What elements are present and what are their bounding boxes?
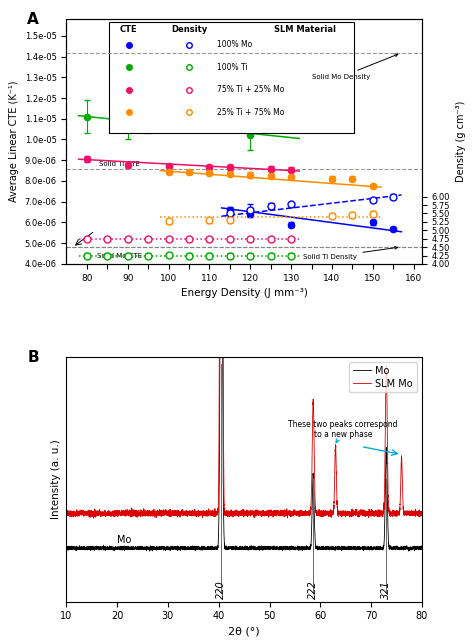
Text: 222: 222 [308,580,318,599]
Text: Solid Ti CTE: Solid Ti CTE [99,161,140,168]
SLM Mo [64,508,69,516]
SLM Mo [91,515,96,522]
Text: Solid Ti Density: Solid Ti Density [303,246,398,260]
Text: These two peaks correspond
to a new phase: These two peaks correspond to a new phas… [288,420,398,443]
Text: A: A [27,12,39,27]
Text: Density: Density [171,26,207,35]
SLM Mo [198,510,203,518]
SLM Mo [236,509,241,516]
Text: 75% Ti + 25% Mo: 75% Ti + 25% Mo [218,85,285,95]
FancyBboxPatch shape [109,22,354,133]
Text: 100% Mo: 100% Mo [218,40,253,49]
Mo [147,547,153,555]
Mo [205,545,210,553]
Mo [304,545,310,552]
Mo [236,545,241,552]
Mo [157,545,163,552]
SLM Mo [82,509,88,517]
Mo [82,545,88,553]
Text: 321: 321 [381,580,392,599]
X-axis label: 2θ (°): 2θ (°) [228,627,260,637]
Mo [219,77,224,84]
Mo [64,545,69,553]
Text: Mo: Mo [117,535,131,545]
Line: SLM Mo: SLM Mo [66,0,422,518]
X-axis label: Energy Density (J mm⁻³): Energy Density (J mm⁻³) [181,288,308,298]
SLM Mo [419,509,425,517]
SLM Mo [304,511,310,519]
Text: B: B [27,349,39,365]
Text: Solid Mo Density: Solid Mo Density [311,54,398,80]
Text: Solid Mo CTE: Solid Mo CTE [97,253,142,259]
Text: 220: 220 [216,580,226,599]
Line: Mo: Mo [66,81,422,551]
Text: 100% Ti: 100% Ti [218,63,248,72]
Y-axis label: Intensity (a. u.): Intensity (a. u.) [51,440,61,519]
Mo [419,545,425,553]
Text: CTE: CTE [120,26,137,35]
SLM Mo [205,510,210,518]
Y-axis label: Average Linear CTE (K⁻¹): Average Linear CTE (K⁻¹) [9,81,19,202]
Y-axis label: Density (g cm⁻³): Density (g cm⁻³) [456,101,465,182]
Text: 25% Ti + 75% Mo: 25% Ti + 75% Mo [218,108,285,117]
SLM Mo [157,508,163,515]
Text: SLM Material: SLM Material [274,26,337,35]
Mo [198,545,203,552]
Legend: Mo, SLM Mo: Mo, SLM Mo [349,362,417,392]
